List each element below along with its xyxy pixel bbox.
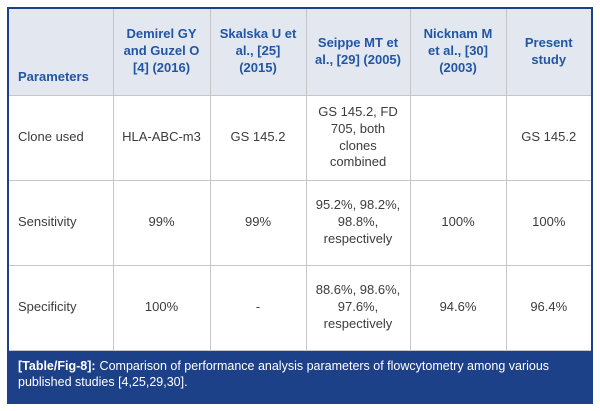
table-cell: 100% <box>505 179 591 266</box>
header-present-study: Present study <box>505 9 591 96</box>
caption-label: [Table/Fig-8]: <box>18 358 96 373</box>
table-cell: HLA-ABC-m3 <box>112 94 211 181</box>
comparison-table: Parameters Demirel GY and Guzel O [4] (2… <box>9 9 591 351</box>
header-study-demirel: Demirel GY and Guzel O [4] (2016) <box>112 9 211 96</box>
table-cell: GS 145.2 <box>505 94 591 181</box>
row-label: Specificity <box>9 264 114 351</box>
header-study-skalska: Skalska U et al., [25] (2015) <box>209 9 307 96</box>
table-cell: 99% <box>112 179 211 266</box>
table-cell: GS 145.2, FD 705, both clones combined <box>305 94 411 181</box>
comparison-table-figure: Parameters Demirel GY and Guzel O [4] (2… <box>7 7 593 404</box>
table-cell: 96.4% <box>505 264 591 351</box>
table-row-sensitivity: Sensitivity 99% 99% 95.2%, 98.2%, 98.8%,… <box>9 179 591 266</box>
row-label: Clone used <box>9 94 114 181</box>
table-cell: - <box>209 264 307 351</box>
table-row-specificity: Specificity 100% - 88.6%, 98.6%, 97.6%, … <box>9 264 591 351</box>
table-cell: 100% <box>112 264 211 351</box>
table-cell: 99% <box>209 179 307 266</box>
caption-text: Comparison of performance analysis param… <box>18 358 550 390</box>
header-row: Parameters Demirel GY and Guzel O [4] (2… <box>9 9 591 96</box>
table-caption: [Table/Fig-8]: Comparison of performance … <box>9 350 591 402</box>
table-cell: 94.6% <box>409 264 507 351</box>
row-label: Sensitivity <box>9 179 114 266</box>
table-row-clone-used: Clone used HLA-ABC-m3 GS 145.2 GS 145.2,… <box>9 94 591 181</box>
header-study-seippe: Seippe MT et al., [29] (2005) <box>305 9 411 96</box>
table-cell <box>409 94 507 181</box>
table-cell: 100% <box>409 179 507 266</box>
header-parameters: Parameters <box>9 9 114 96</box>
header-study-nicknam: Nicknam M et al., [30] (2003) <box>409 9 507 96</box>
table-cell: 95.2%, 98.2%, 98.8%, respectively <box>305 179 411 266</box>
table-cell: 88.6%, 98.6%, 97.6%, respectively <box>305 264 411 351</box>
table-cell: GS 145.2 <box>209 94 307 181</box>
